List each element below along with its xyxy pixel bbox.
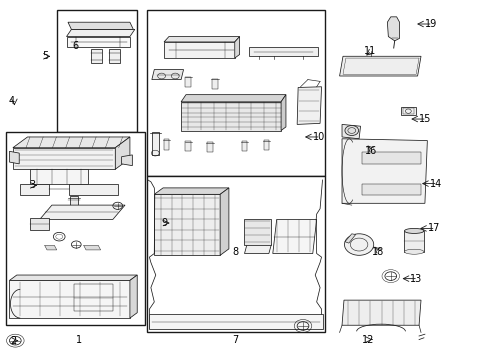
Bar: [241, 141, 247, 151]
Bar: [147, 10, 325, 176]
Bar: [5, 132, 144, 325]
Polygon shape: [30, 169, 88, 184]
Bar: [361, 152, 420, 164]
Text: 5: 5: [42, 51, 48, 61]
Text: 18: 18: [371, 247, 384, 257]
Polygon shape: [272, 220, 316, 253]
Bar: [147, 176, 325, 332]
Polygon shape: [344, 234, 355, 243]
Circle shape: [344, 126, 358, 135]
Polygon shape: [13, 137, 130, 148]
Text: 7: 7: [232, 334, 238, 345]
Polygon shape: [30, 218, 49, 230]
Polygon shape: [163, 37, 239, 42]
Polygon shape: [115, 137, 130, 169]
Polygon shape: [154, 188, 228, 194]
Bar: [212, 78, 218, 89]
Bar: [163, 139, 169, 149]
Polygon shape: [244, 244, 271, 253]
Bar: [361, 184, 420, 195]
Text: 11: 11: [363, 46, 375, 56]
Polygon shape: [234, 37, 239, 58]
Polygon shape: [220, 188, 228, 255]
Polygon shape: [154, 194, 220, 255]
Polygon shape: [122, 155, 132, 166]
Polygon shape: [69, 184, 118, 195]
Polygon shape: [404, 231, 423, 252]
Bar: [185, 141, 191, 151]
Polygon shape: [249, 47, 317, 56]
Polygon shape: [66, 30, 135, 37]
Polygon shape: [44, 245, 57, 250]
Polygon shape: [152, 69, 183, 80]
Text: 16: 16: [365, 146, 377, 156]
Polygon shape: [181, 102, 281, 131]
Circle shape: [344, 234, 373, 255]
Polygon shape: [149, 315, 322, 329]
Text: 13: 13: [409, 274, 422, 284]
Bar: [402, 108, 413, 114]
Text: 4: 4: [8, 96, 15, 106]
Polygon shape: [386, 17, 399, 41]
Polygon shape: [181, 95, 285, 102]
Text: 12: 12: [361, 334, 373, 345]
Polygon shape: [40, 205, 125, 220]
Bar: [57, 10, 137, 132]
Bar: [109, 49, 120, 63]
Text: 8: 8: [232, 247, 238, 257]
Text: 19: 19: [424, 19, 436, 29]
Bar: [152, 132, 158, 155]
Polygon shape: [339, 56, 420, 76]
Ellipse shape: [404, 249, 423, 254]
Bar: [70, 196, 78, 207]
Bar: [185, 77, 191, 87]
Polygon shape: [281, 95, 285, 131]
Polygon shape: [9, 275, 137, 280]
Polygon shape: [341, 125, 360, 139]
Polygon shape: [130, 275, 137, 318]
Polygon shape: [68, 22, 133, 30]
Text: 2: 2: [10, 336, 17, 346]
Text: 10: 10: [312, 132, 325, 142]
Text: 1: 1: [76, 334, 82, 345]
Text: 14: 14: [429, 179, 441, 189]
Text: 9: 9: [161, 218, 167, 228]
Polygon shape: [13, 148, 115, 169]
Text: 6: 6: [73, 41, 79, 50]
Polygon shape: [20, 184, 49, 195]
Polygon shape: [297, 87, 321, 125]
Polygon shape: [83, 245, 101, 250]
Bar: [74, 284, 113, 311]
Bar: [207, 142, 213, 152]
Text: 3: 3: [29, 180, 35, 190]
Bar: [91, 49, 102, 63]
Bar: [400, 107, 415, 116]
Bar: [66, 37, 130, 47]
Bar: [263, 140, 269, 150]
Polygon shape: [9, 280, 130, 318]
Polygon shape: [9, 151, 19, 164]
Polygon shape: [163, 42, 234, 58]
Text: 15: 15: [418, 114, 430, 124]
Polygon shape: [244, 220, 271, 244]
Polygon shape: [341, 300, 420, 325]
Polygon shape: [341, 139, 427, 203]
Text: 17: 17: [427, 224, 439, 233]
Ellipse shape: [404, 228, 423, 233]
